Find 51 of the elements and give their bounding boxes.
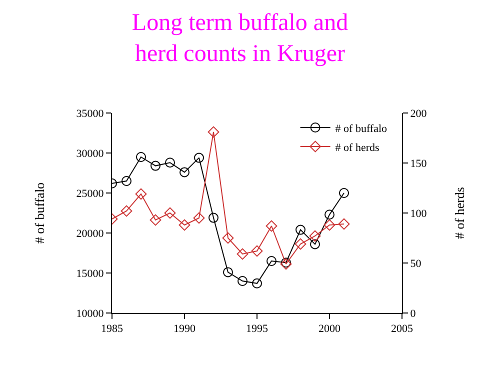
point — [236, 248, 248, 260]
point — [178, 219, 190, 231]
point — [208, 212, 218, 223]
chart-title: Long term buffalo and herd counts in Kruger — [132, 10, 348, 68]
point — [310, 239, 320, 250]
legend-label: # of herds — [335, 142, 380, 154]
point — [208, 126, 220, 138]
point — [309, 230, 321, 242]
y2-tick-label: 100 — [410, 208, 428, 220]
x-tick-label: 2005 — [391, 323, 414, 336]
point — [238, 276, 248, 286]
x-tick-label: 2000 — [318, 323, 341, 336]
point — [252, 278, 262, 288]
point — [339, 188, 349, 198]
point — [165, 158, 175, 168]
point — [120, 205, 132, 217]
y-tick-label: 25000 — [76, 188, 104, 200]
point — [324, 219, 336, 231]
point — [251, 245, 263, 257]
legend-label: # of buffalo — [335, 122, 388, 135]
point — [135, 188, 147, 200]
y-tick-label: 10000 — [76, 308, 104, 320]
y-axis-title: # of buffalo — [32, 182, 48, 244]
point — [150, 214, 162, 226]
point — [223, 267, 233, 278]
y2-tick-label: 50 — [410, 258, 422, 270]
y2-tick-label: 0 — [410, 308, 416, 320]
point — [136, 152, 146, 162]
point — [266, 256, 276, 266]
y-tick-label: 15000 — [76, 268, 104, 280]
point — [194, 152, 204, 163]
point — [180, 167, 190, 178]
point — [122, 176, 132, 186]
x-tick-label: 1995 — [246, 323, 268, 336]
point — [266, 220, 278, 232]
point — [164, 207, 176, 219]
point — [193, 212, 205, 224]
y2-axis-title: # of herds — [452, 187, 467, 239]
point — [294, 238, 306, 250]
point — [324, 210, 334, 220]
y-tick-label: 35000 — [76, 108, 104, 120]
x-tick-label: 1985 — [101, 323, 124, 336]
point — [150, 160, 160, 171]
y-tick-label: 20000 — [76, 228, 104, 240]
point — [338, 218, 350, 230]
y2-tick-label: 150 — [410, 158, 428, 170]
x-tick-label: 1990 — [174, 323, 196, 336]
point — [296, 224, 306, 235]
y2-tick-label: 200 — [410, 108, 428, 120]
point — [222, 232, 234, 244]
y-tick-label: 30000 — [76, 148, 104, 160]
